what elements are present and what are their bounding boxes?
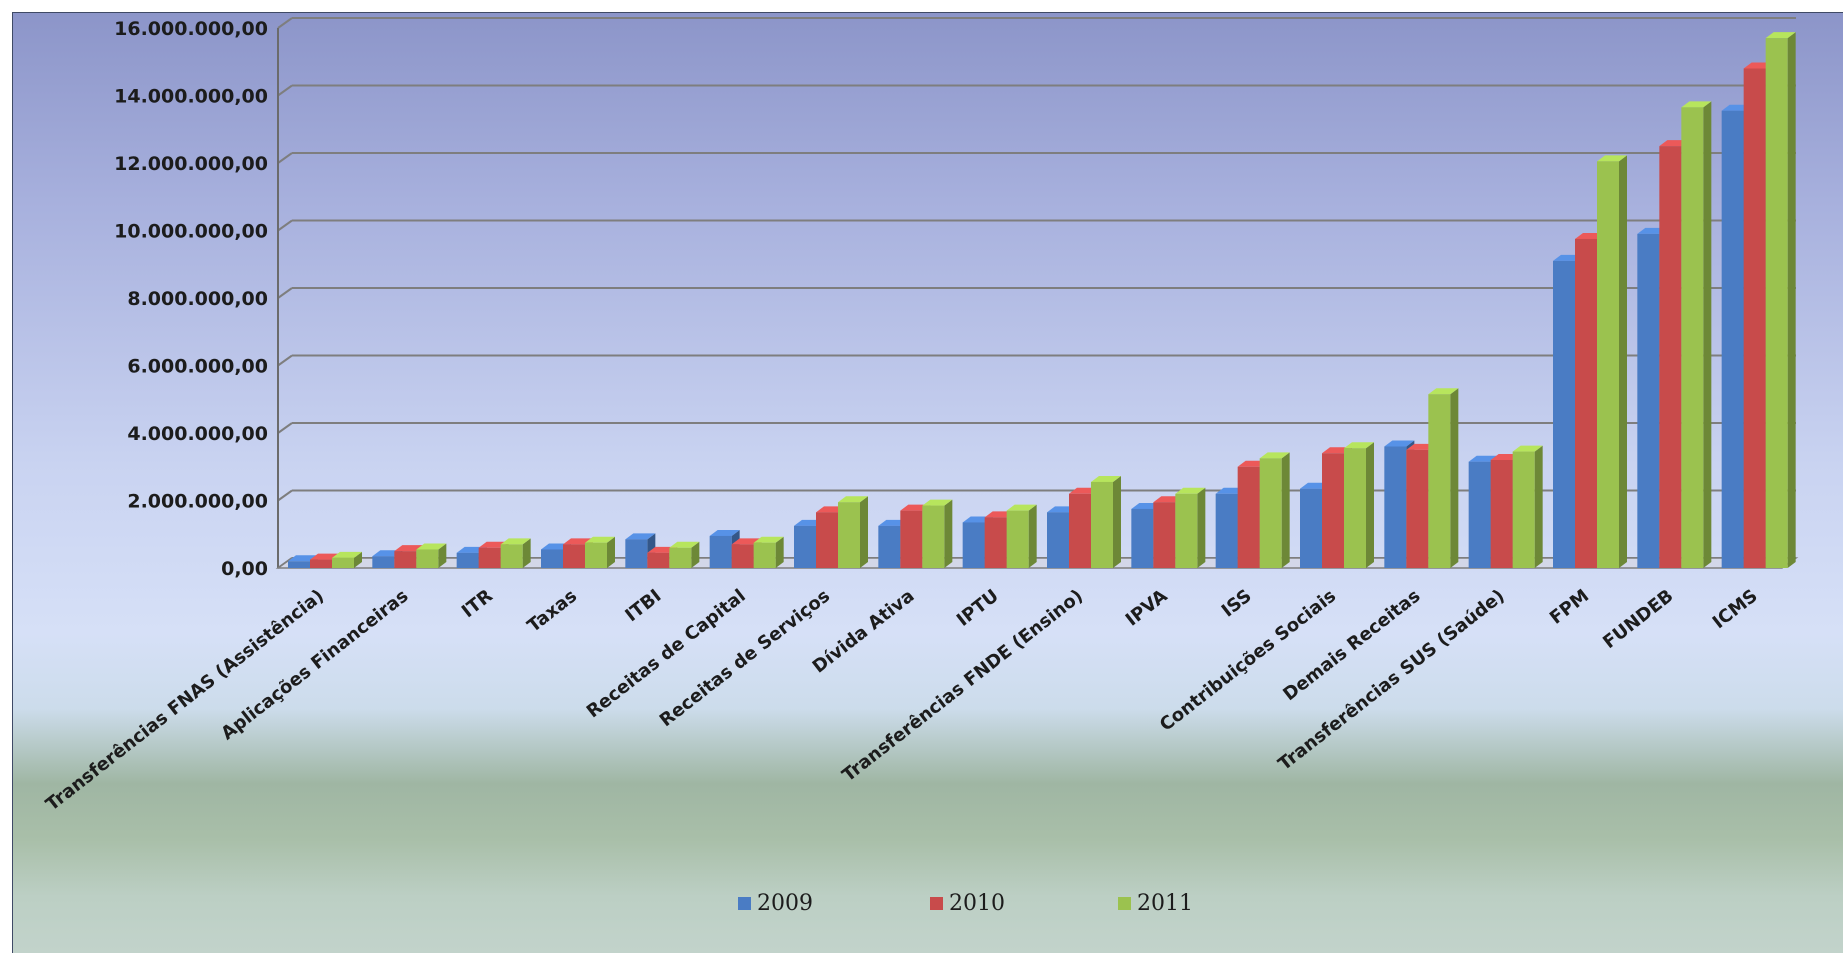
gridline-side [277,219,293,232]
x-tick-label: Receitas de Capital [583,585,750,722]
x-tick-label: FPM [1546,585,1593,628]
bar-2011 [753,536,784,568]
x-tick-label: IPTU [953,585,1003,630]
y-tick-label: 16.000.000,00 [114,18,268,40]
legend-label: 2010 [949,890,1005,916]
y-tick-label: 4.000.000,00 [127,423,268,445]
x-tick-label: ISS [1218,585,1256,621]
legend-item-2009: 2009 [738,888,813,918]
y-tick-label: 2.000.000,00 [127,491,268,513]
bar-2011 [332,551,362,568]
bar-2011 [838,496,868,568]
bar-2011 [922,499,953,568]
legend: 2009 2010 2011 [0,888,1843,918]
bar-2011 [1512,445,1543,568]
bar-2011 [1006,504,1037,568]
bar-2011 [585,536,615,568]
gridline-side [277,152,293,164]
gridline-side [277,354,293,367]
y-tick-label: 0,00 [221,558,268,580]
legend-label: 2009 [757,890,813,916]
bar-2011 [1597,155,1627,568]
gridline-side [277,287,293,299]
gridline-side [277,84,293,97]
bars [288,32,1796,568]
legend-label: 2011 [1137,890,1193,916]
bar-2011 [500,538,531,568]
x-tick-label: Taxas [524,585,582,636]
bar-2011 [669,541,700,568]
bar-2011 [1344,442,1374,568]
x-tick-label: Receitas de Serviços [656,585,834,731]
bar-2011 [1091,475,1121,568]
x-tick-labels: Transferências FNAS (Assistência)Aplicaç… [42,585,1762,815]
gridline-side [277,17,293,29]
legend-item-2010: 2010 [930,888,1005,918]
y-tick-label: 12.000.000,00 [114,153,268,175]
legend-swatch [738,896,751,910]
legend-swatch [930,896,943,910]
y-tick-label: 8.000.000,00 [127,288,268,310]
bar-2011 [1175,487,1206,568]
gridline-side [277,489,293,502]
legend-item-2011: 2011 [1118,888,1193,918]
y-tick-label: 14.000.000,00 [114,86,268,108]
bar-2011 [1259,452,1290,568]
bar-2011 [416,543,447,568]
bar-2011 [1765,32,1796,568]
x-tick-label: Demais Receitas [1279,585,1424,705]
x-tick-label: ITR [458,585,497,622]
y-tick-label: 6.000.000,00 [127,356,268,378]
y-tick-label: 10.000.000,00 [114,221,268,243]
bar-2011 [1428,388,1459,568]
x-tick-label: ITBI [621,585,665,626]
y-tick-labels: 0,00 2.000.000,00 4.000.000,00 6.000.000,00… [114,18,268,580]
x-tick-label: FUNDEB [1599,585,1677,653]
gridline-side [277,422,293,434]
legend-swatch [1118,896,1131,910]
bar-2011 [1681,101,1712,568]
x-tick-label: ICMS [1709,585,1762,633]
x-tick-label: IPVA [1122,585,1172,630]
